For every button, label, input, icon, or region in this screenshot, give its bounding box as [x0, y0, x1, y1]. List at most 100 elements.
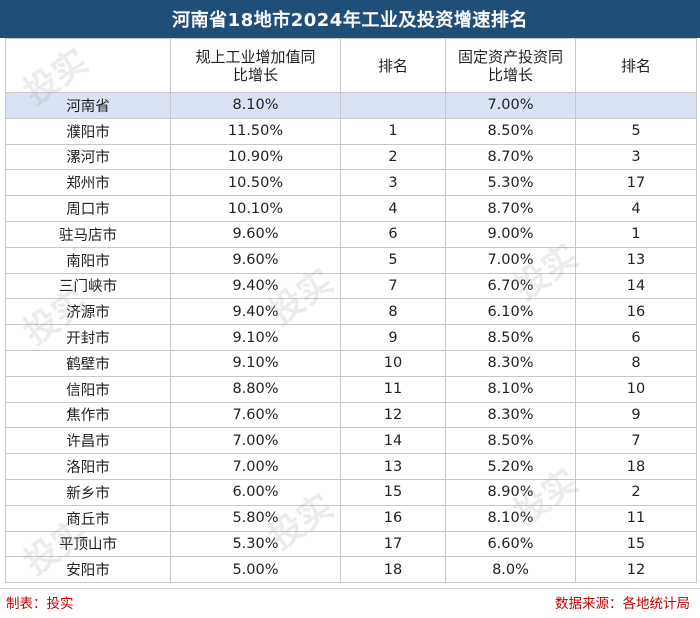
invest-growth: 8.70% [445, 195, 576, 222]
invest-growth: 8.10% [445, 504, 576, 532]
province-invest: 7.00% [445, 92, 576, 119]
industry-rank: 15 [340, 478, 446, 506]
invest-rank: 18 [575, 453, 697, 480]
industry-growth: 7.00% [170, 427, 341, 455]
table-row: 三门峡市 9.40% 7 6.70% 14 [5, 272, 697, 300]
city-name: 安阳市 [5, 556, 171, 584]
table-row: 周口市 10.10% 4 8.70% 4 [5, 195, 697, 222]
city-name: 驻马店市 [5, 220, 171, 248]
province-industry: 8.10% [170, 92, 341, 119]
industry-growth: 9.60% [170, 220, 341, 248]
industry-growth: 7.00% [170, 453, 341, 480]
industry-rank: 6 [340, 220, 446, 248]
header-industry-rank: 排名 [340, 38, 446, 93]
invest-rank: 13 [575, 246, 697, 274]
table-row: 平顶山市 5.30% 17 6.60% 15 [5, 530, 697, 558]
city-name: 焦作市 [5, 401, 171, 429]
invest-rank: 16 [575, 298, 697, 326]
city-name: 信阳市 [5, 375, 171, 403]
industry-growth: 7.60% [170, 401, 341, 429]
industry-rank: 8 [340, 298, 446, 326]
invest-rank: 1 [575, 220, 697, 248]
table-row: 焦作市 7.60% 12 8.30% 9 [5, 401, 697, 429]
header-city [5, 38, 171, 93]
invest-growth: 9.00% [445, 220, 576, 248]
invest-rank: 3 [575, 143, 697, 171]
city-name: 新乡市 [5, 478, 171, 506]
table-row: 鹤壁市 9.10% 10 8.30% 8 [5, 349, 697, 377]
city-name: 周口市 [5, 195, 171, 222]
invest-growth: 8.30% [445, 401, 576, 429]
invest-growth: 8.0% [445, 556, 576, 584]
table-row: 信阳市 8.80% 11 8.10% 10 [5, 375, 697, 403]
table-footer: 制表：投实 数据来源：各地统计局 [0, 588, 700, 615]
city-name: 鹤壁市 [5, 349, 171, 377]
invest-growth: 8.50% [445, 427, 576, 455]
table-title: 河南省18地市2024年工业及投资增速排名 [0, 0, 700, 38]
city-name: 郑州市 [5, 169, 171, 197]
industry-rank: 4 [340, 195, 446, 222]
table-row: 驻马店市 9.60% 6 9.00% 1 [5, 220, 697, 248]
table-row: 济源市 9.40% 8 6.10% 16 [5, 298, 697, 326]
table-row: 南阳市 9.60% 5 7.00% 13 [5, 246, 697, 274]
city-name: 濮阳市 [5, 117, 171, 145]
invest-rank: 10 [575, 375, 697, 403]
city-name: 洛阳市 [5, 453, 171, 480]
invest-growth: 5.30% [445, 169, 576, 197]
table-row: 新乡市 6.00% 15 8.90% 2 [5, 478, 697, 506]
invest-rank: 14 [575, 272, 697, 300]
invest-growth: 5.20% [445, 453, 576, 480]
city-name: 平顶山市 [5, 530, 171, 558]
footer-source: 数据来源：各地统计局 [555, 596, 690, 612]
province-invest-rank [575, 92, 697, 119]
ranking-table: 规上工业增加值同比增长 排名 固定资产投资同比增长 排名 河南省 8.10% 7… [5, 38, 697, 584]
invest-rank: 17 [575, 169, 697, 197]
industry-growth: 10.50% [170, 169, 341, 197]
industry-rank: 9 [340, 324, 446, 351]
invest-rank: 2 [575, 478, 697, 506]
invest-growth: 8.50% [445, 324, 576, 351]
industry-rank: 2 [340, 143, 446, 171]
city-name: 三门峡市 [5, 272, 171, 300]
invest-rank: 7 [575, 427, 697, 455]
city-name: 南阳市 [5, 246, 171, 274]
invest-rank: 9 [575, 401, 697, 429]
industry-rank: 18 [340, 556, 446, 584]
industry-rank: 17 [340, 530, 446, 558]
invest-growth: 8.90% [445, 478, 576, 506]
footer-author: 制表：投实 [6, 596, 74, 612]
table-row: 商丘市 5.80% 16 8.10% 11 [5, 504, 697, 532]
industry-rank: 13 [340, 453, 446, 480]
table-row: 洛阳市 7.00% 13 5.20% 18 [5, 453, 697, 480]
city-name: 商丘市 [5, 504, 171, 532]
province-name: 河南省 [5, 92, 171, 119]
invest-growth: 8.50% [445, 117, 576, 145]
invest-growth: 8.70% [445, 143, 576, 171]
city-name: 济源市 [5, 298, 171, 326]
invest-rank: 15 [575, 530, 697, 558]
industry-growth: 9.60% [170, 246, 341, 274]
invest-rank: 6 [575, 324, 697, 351]
province-industry-rank [340, 92, 446, 119]
industry-rank: 5 [340, 246, 446, 274]
industry-growth: 11.50% [170, 117, 341, 145]
industry-rank: 11 [340, 375, 446, 403]
invest-growth: 8.30% [445, 349, 576, 377]
industry-rank: 14 [340, 427, 446, 455]
table-header-row: 规上工业增加值同比增长 排名 固定资产投资同比增长 排名 [5, 38, 697, 93]
header-invest-rank: 排名 [575, 38, 697, 93]
invest-growth: 7.00% [445, 246, 576, 274]
table-row: 安阳市 5.00% 18 8.0% 12 [5, 556, 697, 584]
city-name: 许昌市 [5, 427, 171, 455]
industry-growth: 5.00% [170, 556, 341, 584]
table-row: 郑州市 10.50% 3 5.30% 17 [5, 169, 697, 197]
industry-rank: 7 [340, 272, 446, 300]
invest-rank: 11 [575, 504, 697, 532]
industry-growth: 10.10% [170, 195, 341, 222]
industry-rank: 16 [340, 504, 446, 532]
invest-rank: 12 [575, 556, 697, 584]
header-industry-growth: 规上工业增加值同比增长 [170, 38, 341, 93]
industry-rank: 1 [340, 117, 446, 145]
city-name: 漯河市 [5, 143, 171, 171]
table-row: 漯河市 10.90% 2 8.70% 3 [5, 143, 697, 171]
